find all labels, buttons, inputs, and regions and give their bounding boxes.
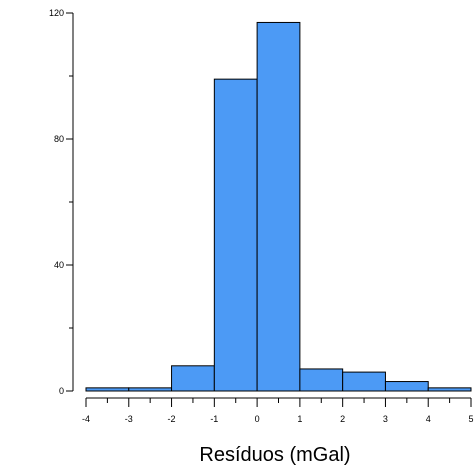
x-tick-label: 0: [255, 414, 260, 424]
x-tick-label: 2: [340, 414, 345, 424]
histogram-bar: [427, 387, 472, 392]
x-tick-label: -2: [168, 414, 176, 424]
bars-group: [85, 21, 472, 392]
histogram-bar: [128, 387, 173, 392]
x-tick-label: 4: [426, 414, 431, 424]
x-tick-label: -1: [210, 414, 218, 424]
histogram-bar: [299, 368, 344, 392]
histogram-bar: [384, 381, 429, 392]
x-axis-title: Resíduos (mGal): [199, 444, 350, 466]
x-tick-label: 1: [297, 414, 302, 424]
x-tick-label: -3: [125, 414, 133, 424]
x-tick-label: 3: [383, 414, 388, 424]
x-tick-label: -4: [82, 414, 90, 424]
histogram-bar: [85, 387, 130, 392]
histogram-bar: [213, 78, 258, 392]
y-tick-label: 80: [54, 134, 64, 144]
y-axis: 0 40 80 120: [49, 8, 74, 396]
y-tick-label: 0: [59, 386, 64, 396]
histogram-bar: [171, 365, 215, 392]
x-tick-label: 5: [468, 414, 473, 424]
y-tick-label: 40: [54, 260, 64, 270]
histogram-bar: [256, 21, 301, 392]
y-tick-label: 120: [49, 8, 64, 18]
histogram-bar: [342, 371, 386, 392]
x-axis: -4 -3 -2 -1 0 1 2 3 4 5: [82, 397, 474, 424]
